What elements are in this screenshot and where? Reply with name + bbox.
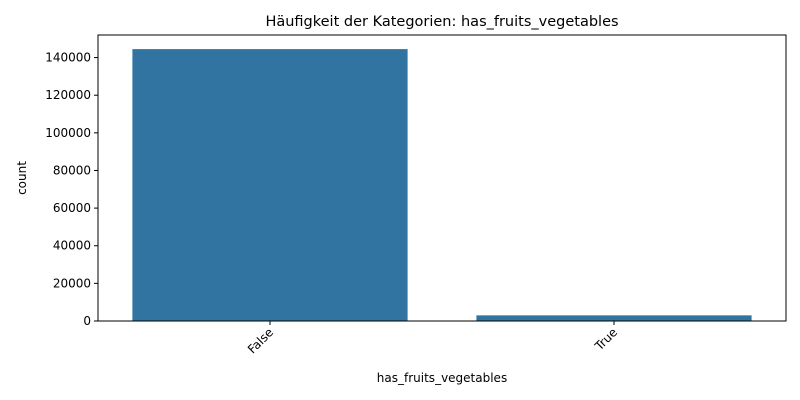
y-tick-label: 60000 xyxy=(53,201,91,215)
y-tick-label: 0 xyxy=(83,314,91,328)
x-tick-label-false: False xyxy=(245,325,276,356)
y-tick-label: 100000 xyxy=(45,126,91,140)
x-axis: False True xyxy=(245,321,620,356)
plot-frame xyxy=(97,34,787,322)
y-tick-label: 80000 xyxy=(53,163,91,177)
y-tick-label: 40000 xyxy=(53,239,91,253)
y-tick-label: 20000 xyxy=(53,276,91,290)
x-tick-label-true: True xyxy=(591,325,620,354)
bars-group xyxy=(132,49,752,321)
x-axis-label: has_fruits_vegetables xyxy=(377,371,507,385)
y-tick-label: 120000 xyxy=(45,88,91,102)
y-axis: 0 20000 40000 60000 80000 100000 120000 140000 xyxy=(45,51,98,328)
y-axis-label: count xyxy=(15,161,29,195)
chart-title: Häufigkeit der Kategorien: has_fruits_ve… xyxy=(265,14,618,30)
bar-true xyxy=(476,315,752,321)
bar-false xyxy=(132,49,408,321)
y-tick-label: 140000 xyxy=(45,51,91,65)
